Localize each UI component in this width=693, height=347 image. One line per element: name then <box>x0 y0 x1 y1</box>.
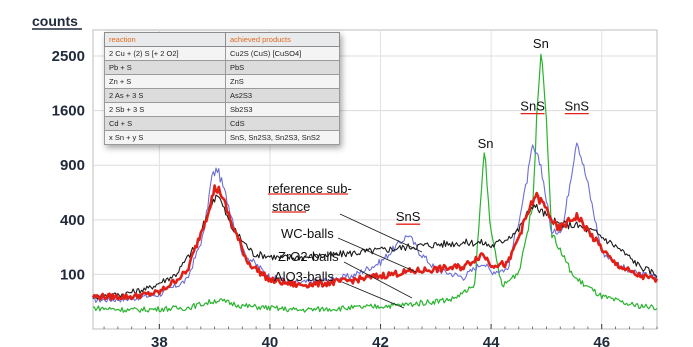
table-body: 2 Cu + (2) S [+ 2 O2] Cu2S (CuS) [CuSO4] P… <box>104 46 340 145</box>
table-cell-products: Cu2S (CuS) [CuSO4] <box>225 46 340 61</box>
header-reaction: reaction <box>104 32 226 47</box>
plot-frame <box>92 29 658 330</box>
table-cell-reaction: x Sn + y S <box>104 130 226 145</box>
peak-label: Sn <box>533 36 549 51</box>
y-tick-label: 400 <box>60 212 85 229</box>
annotation-leader <box>343 261 413 299</box>
annotation-leader <box>337 237 417 273</box>
table-cell-reaction: Cd + S <box>104 116 226 131</box>
table-row: Cd + S CdS <box>104 116 340 131</box>
table-row: Pb + S PbS <box>104 60 340 75</box>
table-row: 2 Sb + 3 S Sb2S3 <box>104 102 340 117</box>
y-tick-label: 100 <box>60 266 85 283</box>
annotation-label: WC-balls <box>281 226 334 241</box>
y-tick-label: 1600 <box>52 103 85 120</box>
header-products: achieved products <box>225 32 340 47</box>
peak-label: Sn <box>478 136 494 151</box>
y-axis-title: counts <box>32 13 78 29</box>
table-cell-reaction: 2 Cu + (2) S [+ 2 O2] <box>104 46 226 61</box>
table-cell-products: SnS, Sn2S3, Sn2S3, SnS2 <box>225 130 340 145</box>
annotation-label: reference sub- <box>268 181 352 196</box>
x-tick-label: 46 <box>593 334 610 347</box>
table-cell-reaction: 2 Sb + 3 S <box>104 102 226 117</box>
series-line-3 <box>91 184 659 301</box>
reaction-table: reaction achieved products 2 Cu + (2) S … <box>104 32 340 145</box>
table-row: x Sn + y S SnS, Sn2S3, Sn2S3, SnS2 <box>104 130 340 145</box>
table-cell-reaction: 2 As + 3 S <box>104 88 226 103</box>
series-line-4 <box>92 53 658 313</box>
series-line-2 <box>92 194 658 300</box>
table-row: Zn + S ZnS <box>104 74 340 89</box>
annotation-label: ZrO2-balls <box>278 249 339 264</box>
peak-labels: SnSSnSSnSnSSnSnS <box>202 36 590 225</box>
y-tick-label: 900 <box>60 157 85 174</box>
table-row: 2 As + 3 S As2S3 <box>104 88 340 103</box>
y-tick-label: 2500 <box>52 48 85 65</box>
x-tick-label: 38 <box>151 334 168 347</box>
annotation-leader <box>341 281 405 309</box>
table-cell-products: As2S3 <box>225 88 340 103</box>
table-header-row: reaction achieved products <box>104 32 340 47</box>
x-tick-label: 42 <box>372 334 389 347</box>
annotation-label: AlO3-balls <box>274 269 334 284</box>
annotations: reference sub-stance WC-balls ZrO2-balls Al… <box>268 181 423 309</box>
series-group <box>91 53 659 313</box>
table-cell-reaction: Zn + S <box>104 74 226 89</box>
peak-label: SnS <box>520 99 545 114</box>
table-cell-products: PbS <box>225 60 340 75</box>
table-cell-products: ZnS <box>225 74 340 89</box>
table-cell-products: Sb2S3 <box>225 102 340 117</box>
x-tick-label: 40 <box>262 334 279 347</box>
annotation-label: stance <box>272 199 310 214</box>
table-cell-products: CdS <box>225 116 340 131</box>
peak-label: SnS <box>396 209 421 224</box>
table-cell-reaction: Pb + S <box>104 60 226 75</box>
annotation-leader <box>339 213 423 253</box>
x-tick-label: 44 <box>483 334 500 347</box>
tick-labels: 100 400 900 1600 2500 38 40 42 44 46 <box>52 48 610 347</box>
table-row: 2 Cu + (2) S [+ 2 O2] Cu2S (CuS) [CuSO4] <box>104 46 340 61</box>
peak-label: SnS <box>565 99 590 114</box>
